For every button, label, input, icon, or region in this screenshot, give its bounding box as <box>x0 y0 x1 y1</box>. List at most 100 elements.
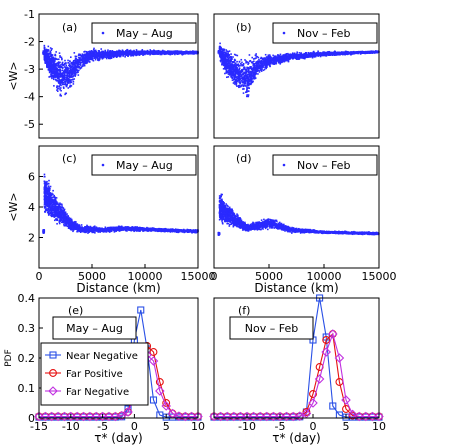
scatter-point <box>224 61 226 64</box>
scatter-point <box>139 51 142 53</box>
scatter-point <box>69 85 71 87</box>
scatter-point <box>54 57 57 60</box>
scatter-point <box>234 72 237 74</box>
scatter-point <box>115 56 118 58</box>
scatter-point <box>131 52 134 54</box>
scatter-point <box>123 53 126 55</box>
scatter-point <box>116 52 119 54</box>
scatter-point <box>243 88 245 90</box>
scatter-point <box>58 85 61 88</box>
scatter-point <box>235 54 237 56</box>
scatter-point <box>57 81 60 83</box>
scatter-point <box>89 57 91 60</box>
scatter-point <box>76 64 79 67</box>
scatter-point <box>47 49 50 51</box>
scatter-point <box>237 84 240 87</box>
scatter-point <box>240 80 243 82</box>
scatter-point <box>69 79 72 81</box>
scatter-point <box>257 62 260 65</box>
scatter-point <box>136 50 138 53</box>
scatter-point <box>275 55 277 58</box>
scatter-point <box>246 78 249 80</box>
scatter-point <box>56 85 59 88</box>
scatter-point <box>170 51 173 54</box>
scatter-point <box>249 82 252 85</box>
scatter-point <box>86 59 88 61</box>
scatter-point <box>233 83 236 85</box>
scatter-point <box>231 79 234 81</box>
scatter-point <box>54 65 57 68</box>
scatter-point <box>235 76 237 78</box>
scatter-point <box>255 55 258 57</box>
scatter-point <box>254 64 256 67</box>
scatter-point <box>53 63 56 65</box>
scatter-point <box>54 54 57 57</box>
scatter-point <box>76 69 79 71</box>
scatter-point <box>255 66 258 68</box>
scatter-point <box>169 51 172 53</box>
scatter-point <box>129 49 132 52</box>
scatter-point <box>152 53 155 56</box>
scatter-point <box>147 53 149 55</box>
scatter-point <box>105 52 107 55</box>
scatter-point <box>46 50 49 52</box>
scatter-point <box>81 61 83 64</box>
scatter-point <box>315 55 317 58</box>
scatter-point <box>85 55 87 58</box>
scatter-point <box>241 70 244 73</box>
scatter-point <box>115 53 118 55</box>
scatter-point <box>52 60 55 63</box>
scatter-point <box>46 57 48 60</box>
scatter-point <box>128 53 131 56</box>
scatter-point <box>259 57 262 60</box>
scatter-point <box>89 56 91 59</box>
scatter-point <box>133 51 136 53</box>
scatter-point <box>236 85 238 87</box>
scatter-point <box>60 56 63 59</box>
panel-b: (b) Nov – Feb <box>213 13 380 139</box>
scatter-point <box>141 52 143 54</box>
scatter-point <box>107 51 110 53</box>
scatter-series <box>42 44 199 97</box>
scatter-point <box>239 81 242 83</box>
scatter-point <box>70 85 73 87</box>
scatter-point <box>91 52 94 54</box>
scatter-point <box>313 52 316 54</box>
scatter-point <box>59 73 61 76</box>
scatter-point <box>235 69 237 72</box>
scatter-point <box>47 68 50 71</box>
scatter-point <box>247 90 250 92</box>
scatter-point <box>63 63 66 66</box>
scatter-point <box>253 71 256 73</box>
scatter-point <box>60 75 63 77</box>
scatter-point <box>254 66 256 69</box>
scatter-point <box>223 62 225 64</box>
scatter-point <box>99 52 102 54</box>
scatter-point <box>132 52 134 55</box>
scatter-point <box>71 63 73 66</box>
scatter-point <box>140 52 142 55</box>
scatter-point <box>142 52 144 54</box>
scatter-point <box>177 51 180 53</box>
scatter-point <box>194 51 197 54</box>
scatter-point <box>246 91 248 93</box>
scatter-point <box>141 49 144 51</box>
scatter-point <box>67 67 70 70</box>
scatter-point <box>242 88 244 90</box>
scatter-point <box>249 76 252 79</box>
scatter-point <box>57 66 60 68</box>
scatter-point <box>126 48 129 51</box>
scatter-point <box>63 75 65 77</box>
scatter-point <box>58 80 60 82</box>
scatter-point <box>369 50 372 53</box>
scatter-point <box>253 60 255 63</box>
scatter-point <box>58 77 60 80</box>
scatter-point <box>79 64 82 66</box>
scatter-point <box>269 65 271 68</box>
scatter-point <box>91 57 94 60</box>
legend-label: May – Aug <box>116 27 173 40</box>
scatter-point <box>84 50 86 53</box>
scatter-point <box>258 63 260 66</box>
scatter-point <box>244 72 247 74</box>
